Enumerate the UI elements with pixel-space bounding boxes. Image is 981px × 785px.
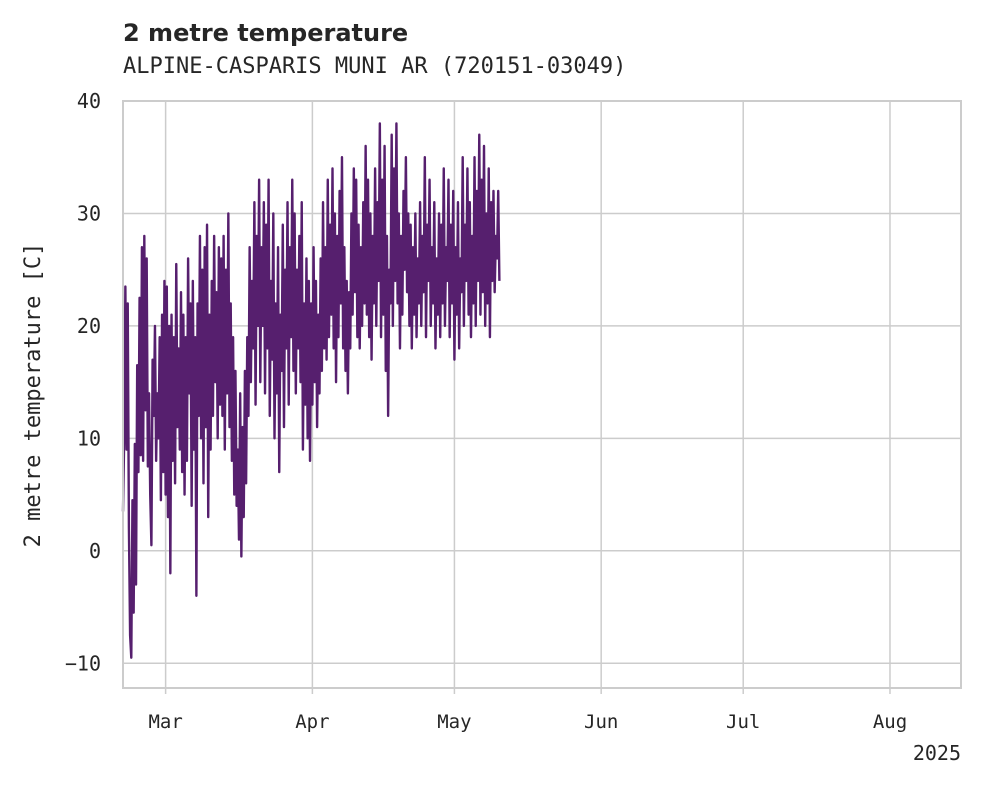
y-tick-label: 0 — [89, 539, 101, 563]
chart-title: 2 metre temperature — [123, 19, 408, 47]
x-tick-label: Apr — [295, 711, 329, 733]
chart-subtitle: ALPINE-CASPARIS MUNI AR (720151-03049) — [123, 54, 626, 79]
y-tick-label: −10 — [65, 651, 101, 675]
x-tick-label: May — [437, 711, 471, 733]
y-axis-label: 2 metre temperature [C] — [21, 243, 46, 548]
x-tick-label: Jul — [726, 711, 760, 733]
x-axis: Mar Apr May Jun Jul Aug — [148, 688, 907, 733]
x-tick-label: Jun — [584, 711, 618, 733]
x-axis-year-label: 2025 — [913, 741, 961, 765]
x-tick-label: Mar — [148, 711, 182, 733]
y-tick-label: 40 — [77, 89, 101, 113]
series-layer — [121, 122, 501, 659]
y-tick-label: 10 — [77, 426, 101, 450]
y-tick-label: 30 — [77, 201, 101, 225]
y-tick-label: 20 — [77, 314, 101, 338]
x-tick-label: Aug — [873, 711, 907, 733]
y-axis: −10 0 10 20 30 40 — [65, 89, 101, 675]
temperature-series-line — [121, 122, 501, 659]
plot-frame — [122, 100, 962, 689]
